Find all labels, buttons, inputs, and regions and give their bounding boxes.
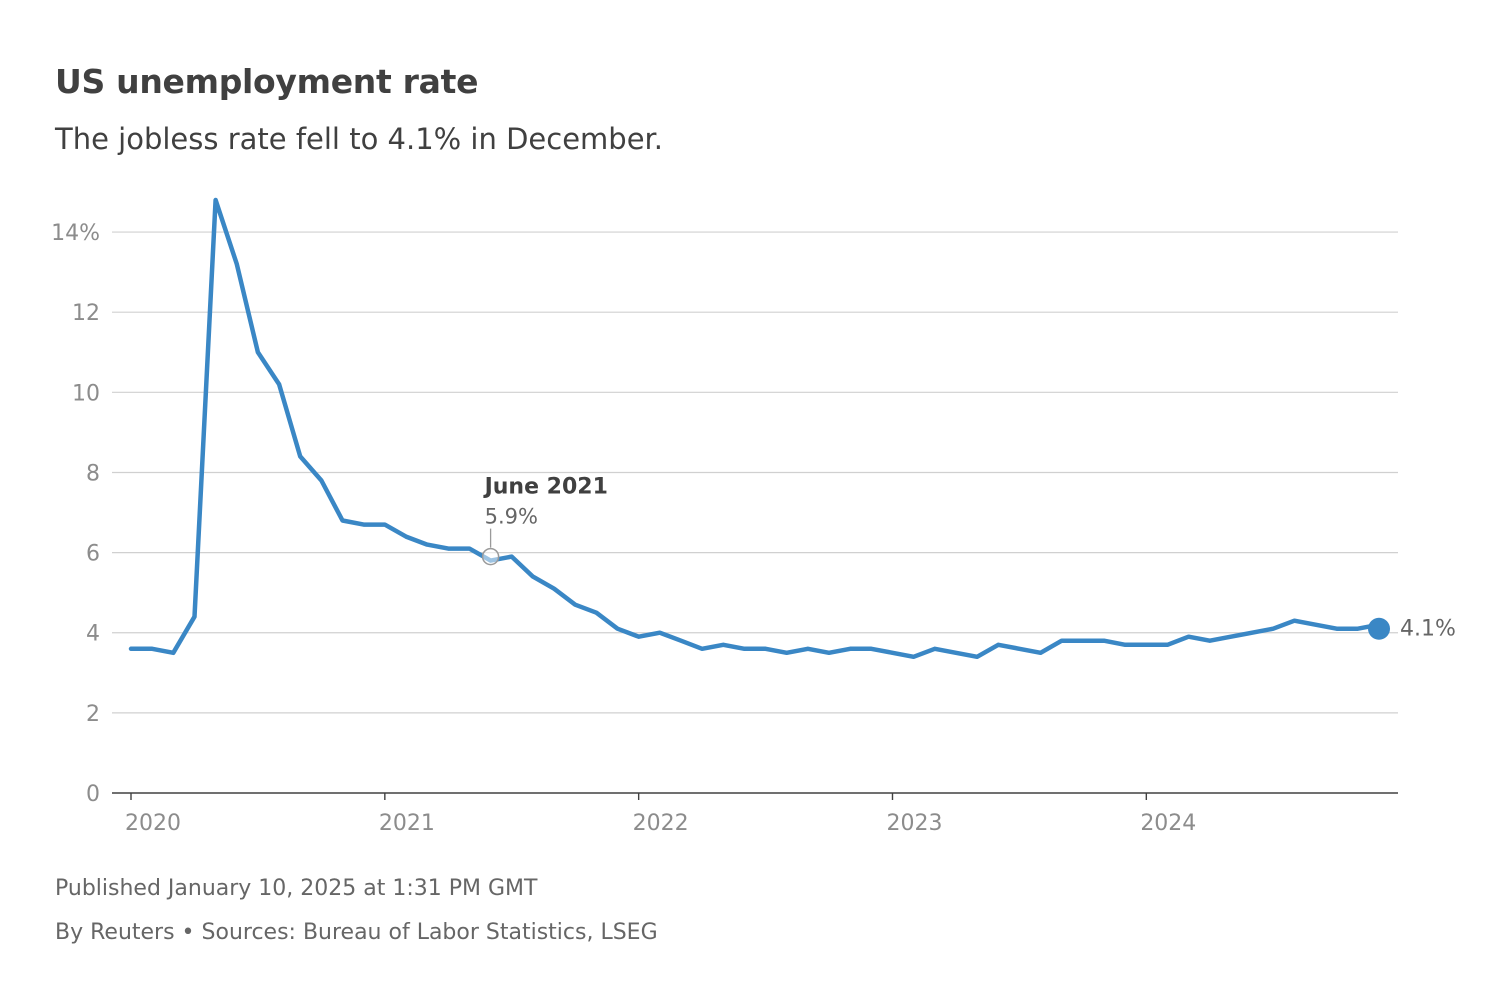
x-tick-label: 2020: [125, 811, 181, 836]
annotation-title: June 2021: [483, 475, 608, 500]
gridlines: [112, 231, 1398, 714]
y-tick-label: 6: [86, 542, 100, 567]
chart-subtitle: The jobless rate fell to 4.1% in Decembe…: [55, 122, 664, 156]
annotation-marker: [481, 547, 500, 566]
y-tick-label: 2: [86, 702, 100, 727]
y-tick-label: 14%: [51, 221, 100, 246]
x-tick-label: 2024: [1140, 811, 1196, 836]
byline-sources: By Reuters • Sources: Bureau of Labor St…: [55, 920, 658, 945]
end-point-marker: [1368, 617, 1390, 640]
y-tick-label: 10: [72, 381, 100, 406]
series-layer: [128, 197, 1382, 660]
x-tick-label: 2021: [379, 811, 435, 836]
x-tick-label: 2023: [886, 811, 942, 836]
end-point-label: 4.1%: [1400, 617, 1456, 642]
published-date: Published January 10, 2025 at 1:31 PM GM…: [55, 876, 538, 901]
chart-title: US unemployment rate: [55, 62, 479, 101]
y-tick-label: 4: [86, 622, 100, 647]
y-tick-label: 12: [72, 301, 100, 326]
series-line-unemployment: [128, 197, 1382, 660]
annotations: June 2021 5.9% 4.1%: [481, 475, 1456, 642]
y-tick-label: 8: [86, 461, 100, 486]
axes: 0 2 4 6 8 10 12 14% 2020 2021 2022 2023 2024: [51, 221, 1398, 836]
y-tick-label: 0: [86, 782, 100, 807]
x-tick-label: 2022: [633, 811, 689, 836]
annotation-value: 5.9%: [485, 505, 538, 529]
